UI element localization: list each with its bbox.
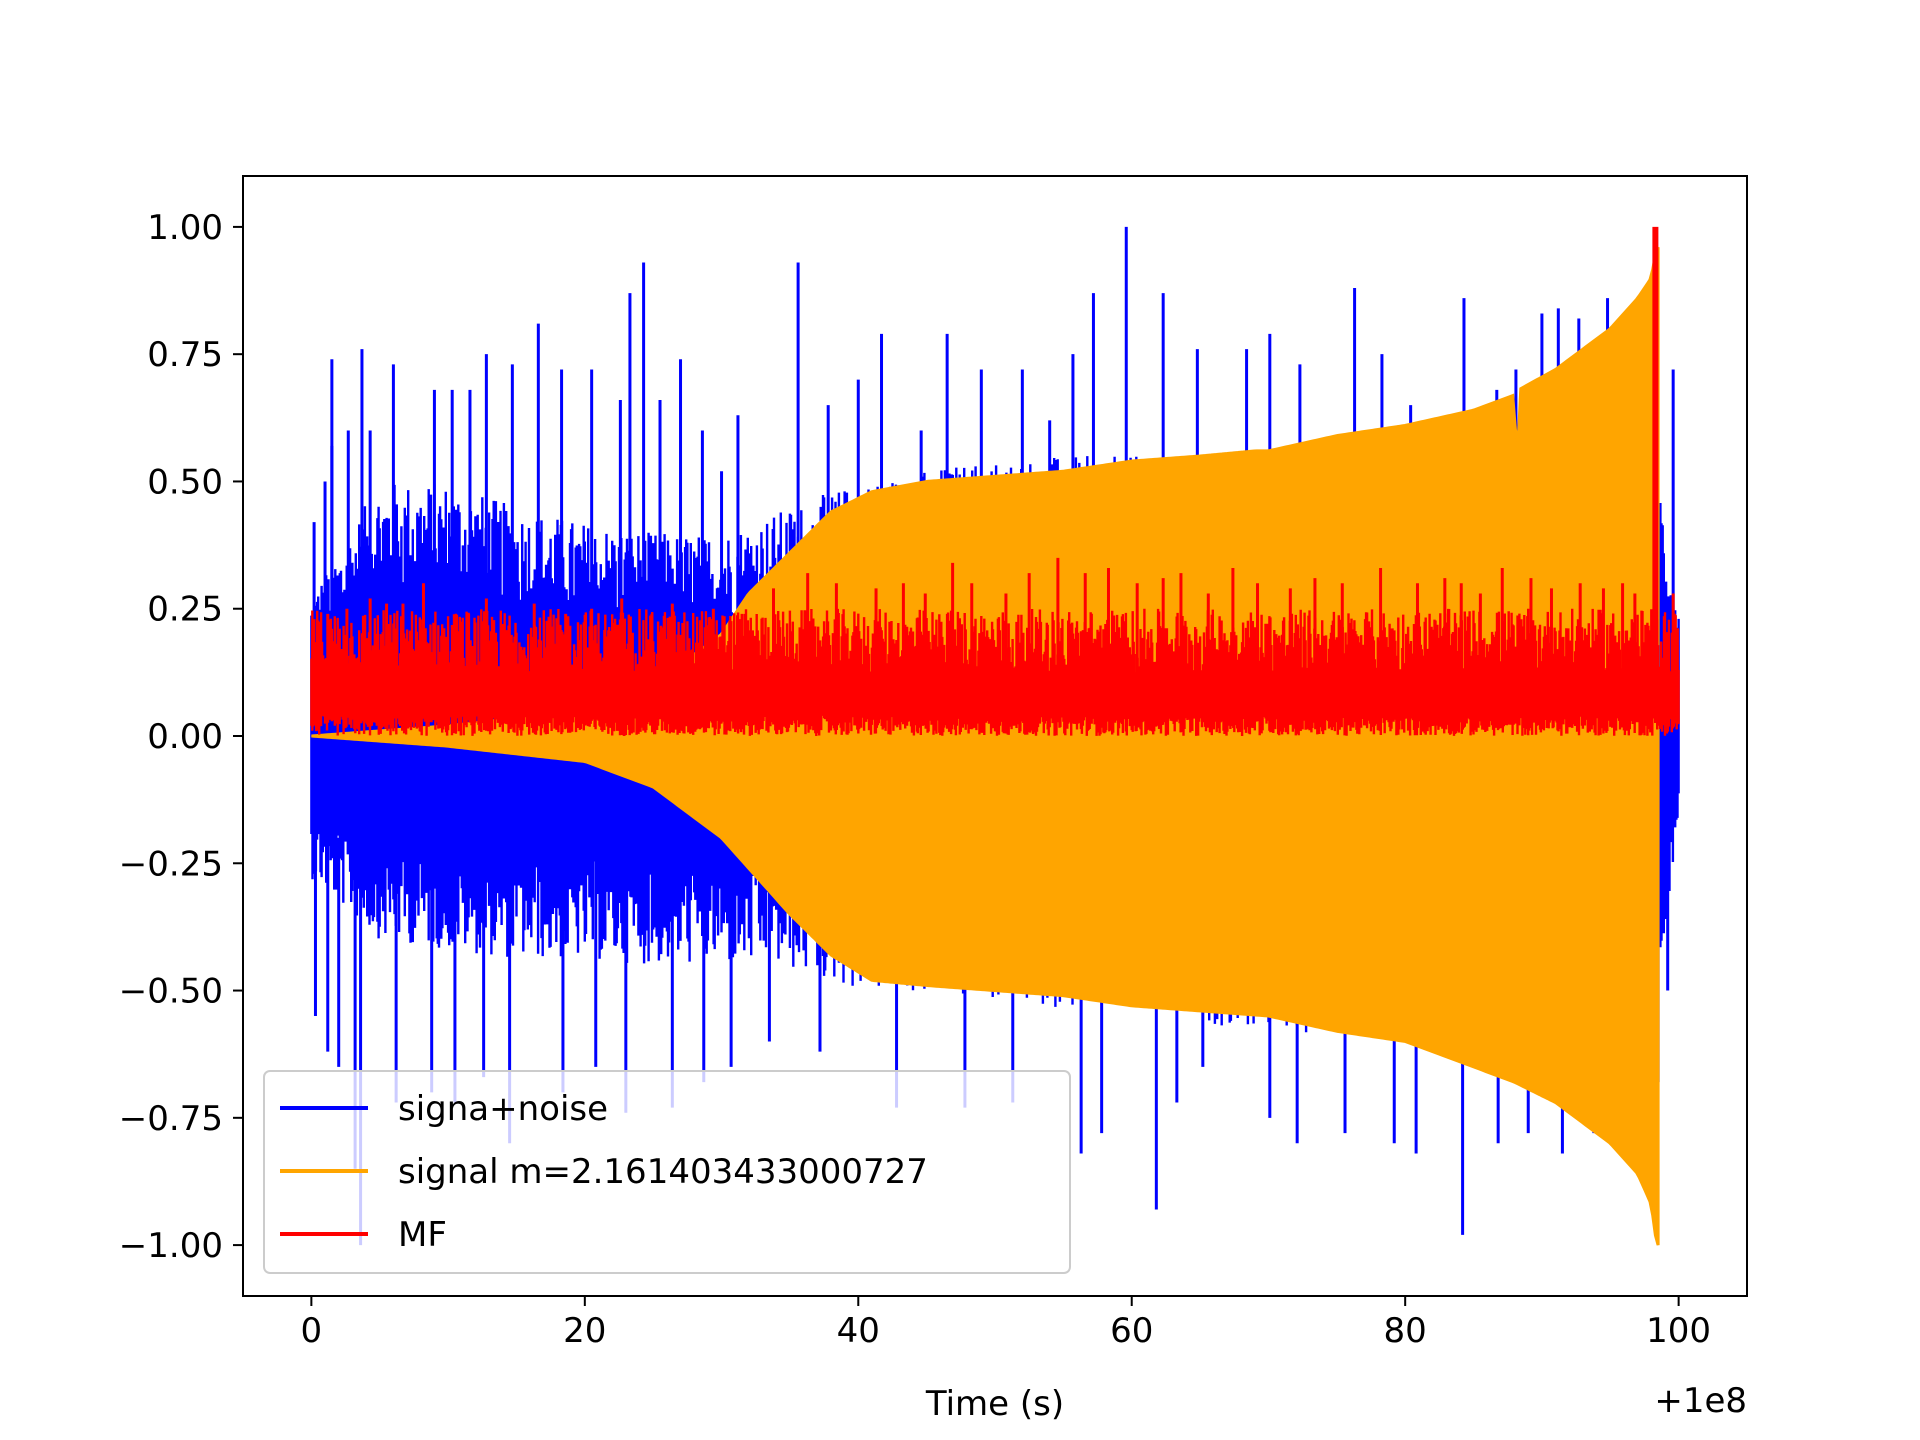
x-tick-label: 60 — [1110, 1311, 1153, 1351]
legend-label: signa+noise — [398, 1089, 608, 1129]
series-signal-trace — [311, 246, 1660, 1246]
x-tick-label: 0 — [301, 1311, 323, 1351]
y-tick-label: −1.00 — [119, 1226, 223, 1266]
series-signal — [311, 246, 1660, 1246]
y-tick-label: 0.75 — [147, 335, 223, 375]
legend: signa+noise signal m=2.161403433000727 MF — [263, 1070, 1071, 1274]
legend-frame — [263, 1070, 1071, 1274]
series-mf — [310, 226, 1680, 736]
y-tick-label: −0.75 — [119, 1099, 223, 1139]
x-tick-label: 40 — [837, 1311, 880, 1351]
y-tick-label: 0.50 — [147, 462, 223, 502]
x-tick-label: 100 — [1646, 1311, 1711, 1351]
x-axis-label: Time (s) — [925, 1384, 1064, 1424]
y-tick-label: 0.25 — [147, 590, 223, 630]
y-tick-label: −0.25 — [119, 844, 223, 884]
x-tick-label: 80 — [1384, 1311, 1427, 1351]
y-tick-label: −0.50 — [119, 972, 223, 1012]
y-tick-label: 1.00 — [147, 208, 223, 248]
legend-label: signal m=2.161403433000727 — [398, 1152, 928, 1192]
x-offset-label: +1e8 — [1654, 1381, 1747, 1421]
x-tick-label: 20 — [563, 1311, 606, 1351]
legend-label: MF — [398, 1215, 447, 1255]
y-tick-label: 0.00 — [147, 717, 223, 757]
